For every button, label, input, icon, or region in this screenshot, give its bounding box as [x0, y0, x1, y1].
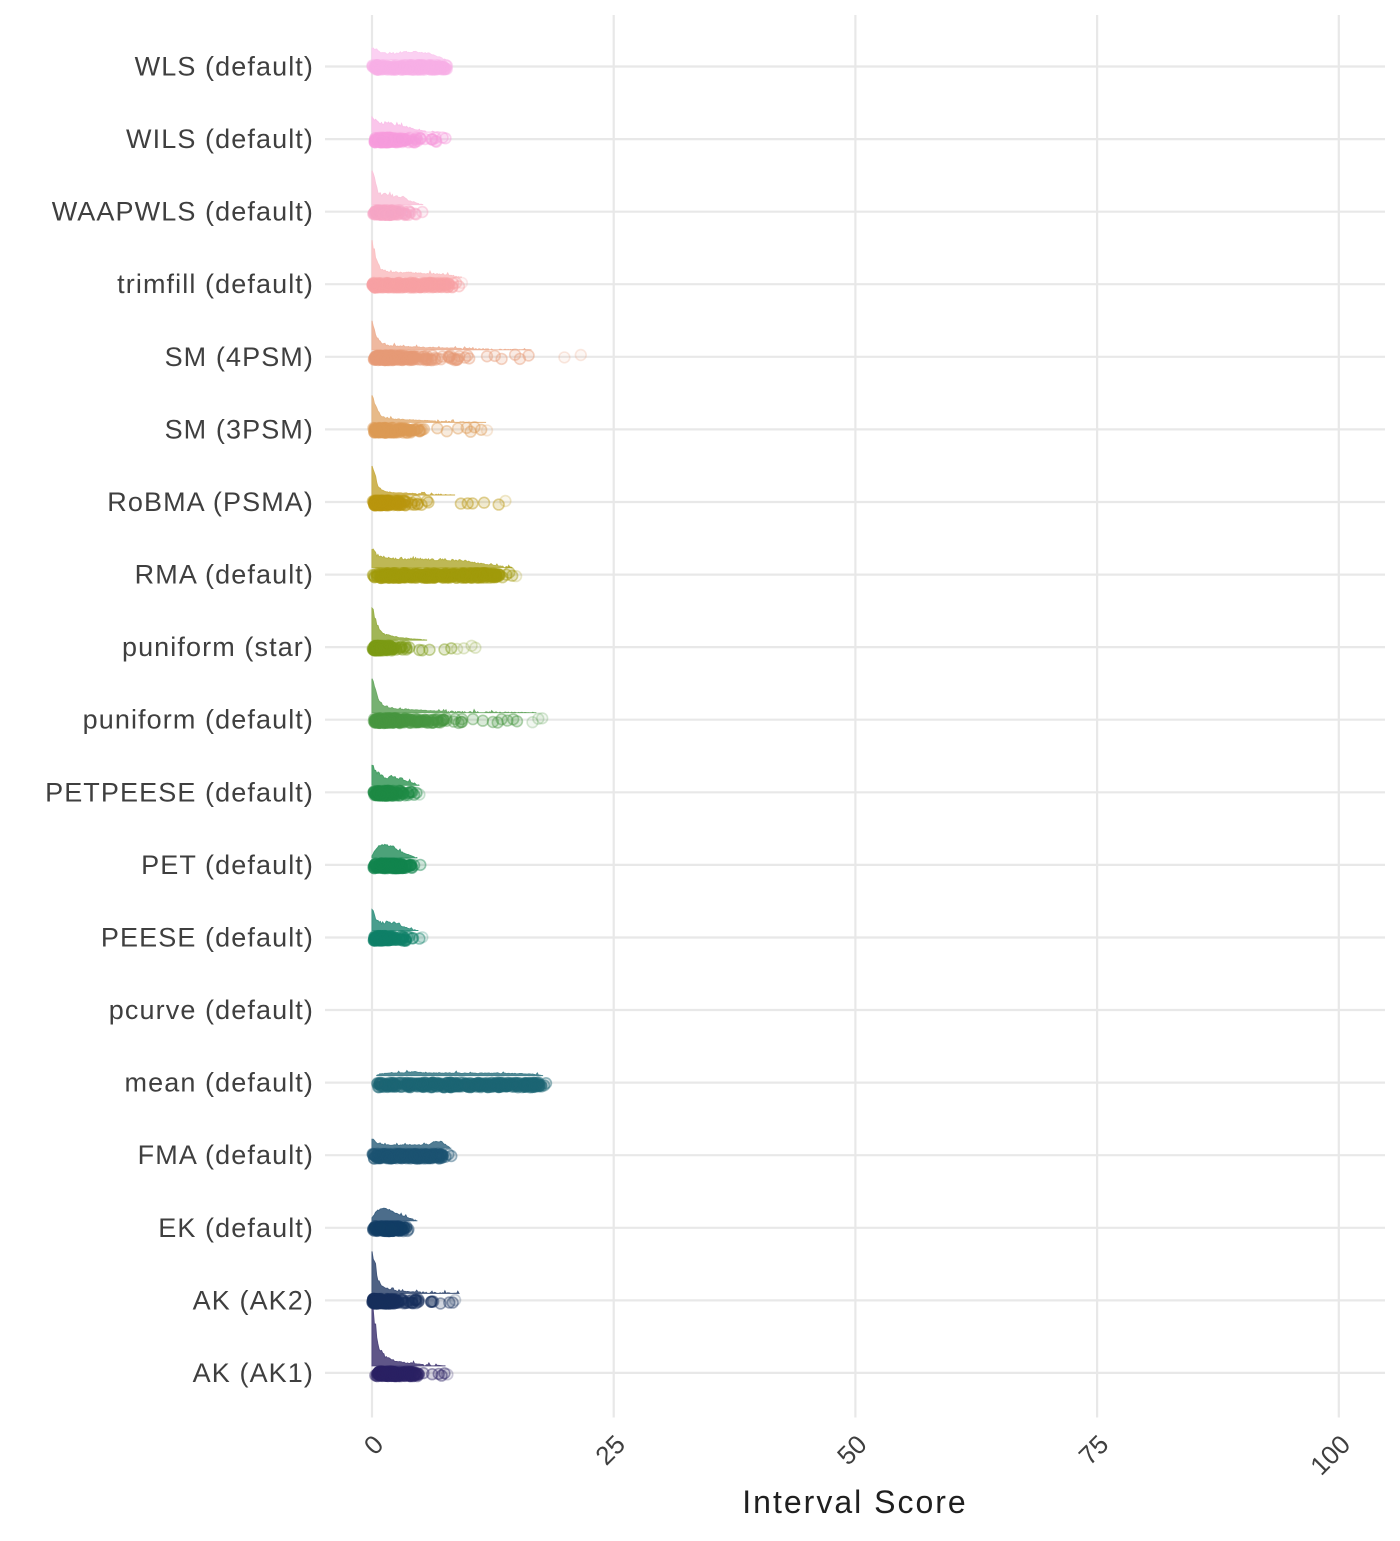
svg-text:Interval Score: Interval Score: [742, 1484, 967, 1520]
svg-text:WAAPWLS (default): WAAPWLS (default): [52, 197, 314, 227]
svg-text:SM (4PSM): SM (4PSM): [165, 342, 314, 372]
svg-text:puniform (default): puniform (default): [83, 705, 314, 735]
svg-text:AK (AK1): AK (AK1): [193, 1358, 314, 1388]
svg-text:AK (AK2): AK (AK2): [193, 1285, 314, 1315]
svg-text:puniform (star): puniform (star): [122, 632, 314, 662]
svg-text:PEESE (default): PEESE (default): [101, 923, 314, 953]
svg-text:WILS (default): WILS (default): [126, 124, 314, 154]
svg-text:SM (3PSM): SM (3PSM): [165, 414, 314, 444]
svg-text:mean (default): mean (default): [125, 1068, 315, 1098]
svg-text:PET (default): PET (default): [141, 850, 314, 880]
svg-text:WLS (default): WLS (default): [135, 52, 314, 82]
svg-text:FMA (default): FMA (default): [138, 1140, 314, 1170]
svg-text:RoBMA (PSMA): RoBMA (PSMA): [107, 487, 314, 517]
svg-text:EK (default): EK (default): [158, 1213, 314, 1243]
svg-text:RMA (default): RMA (default): [135, 560, 314, 590]
svg-text:pcurve (default): pcurve (default): [109, 995, 314, 1025]
svg-text:PETPEESE (default): PETPEESE (default): [45, 777, 314, 807]
svg-text:trimfill (default): trimfill (default): [117, 269, 314, 299]
